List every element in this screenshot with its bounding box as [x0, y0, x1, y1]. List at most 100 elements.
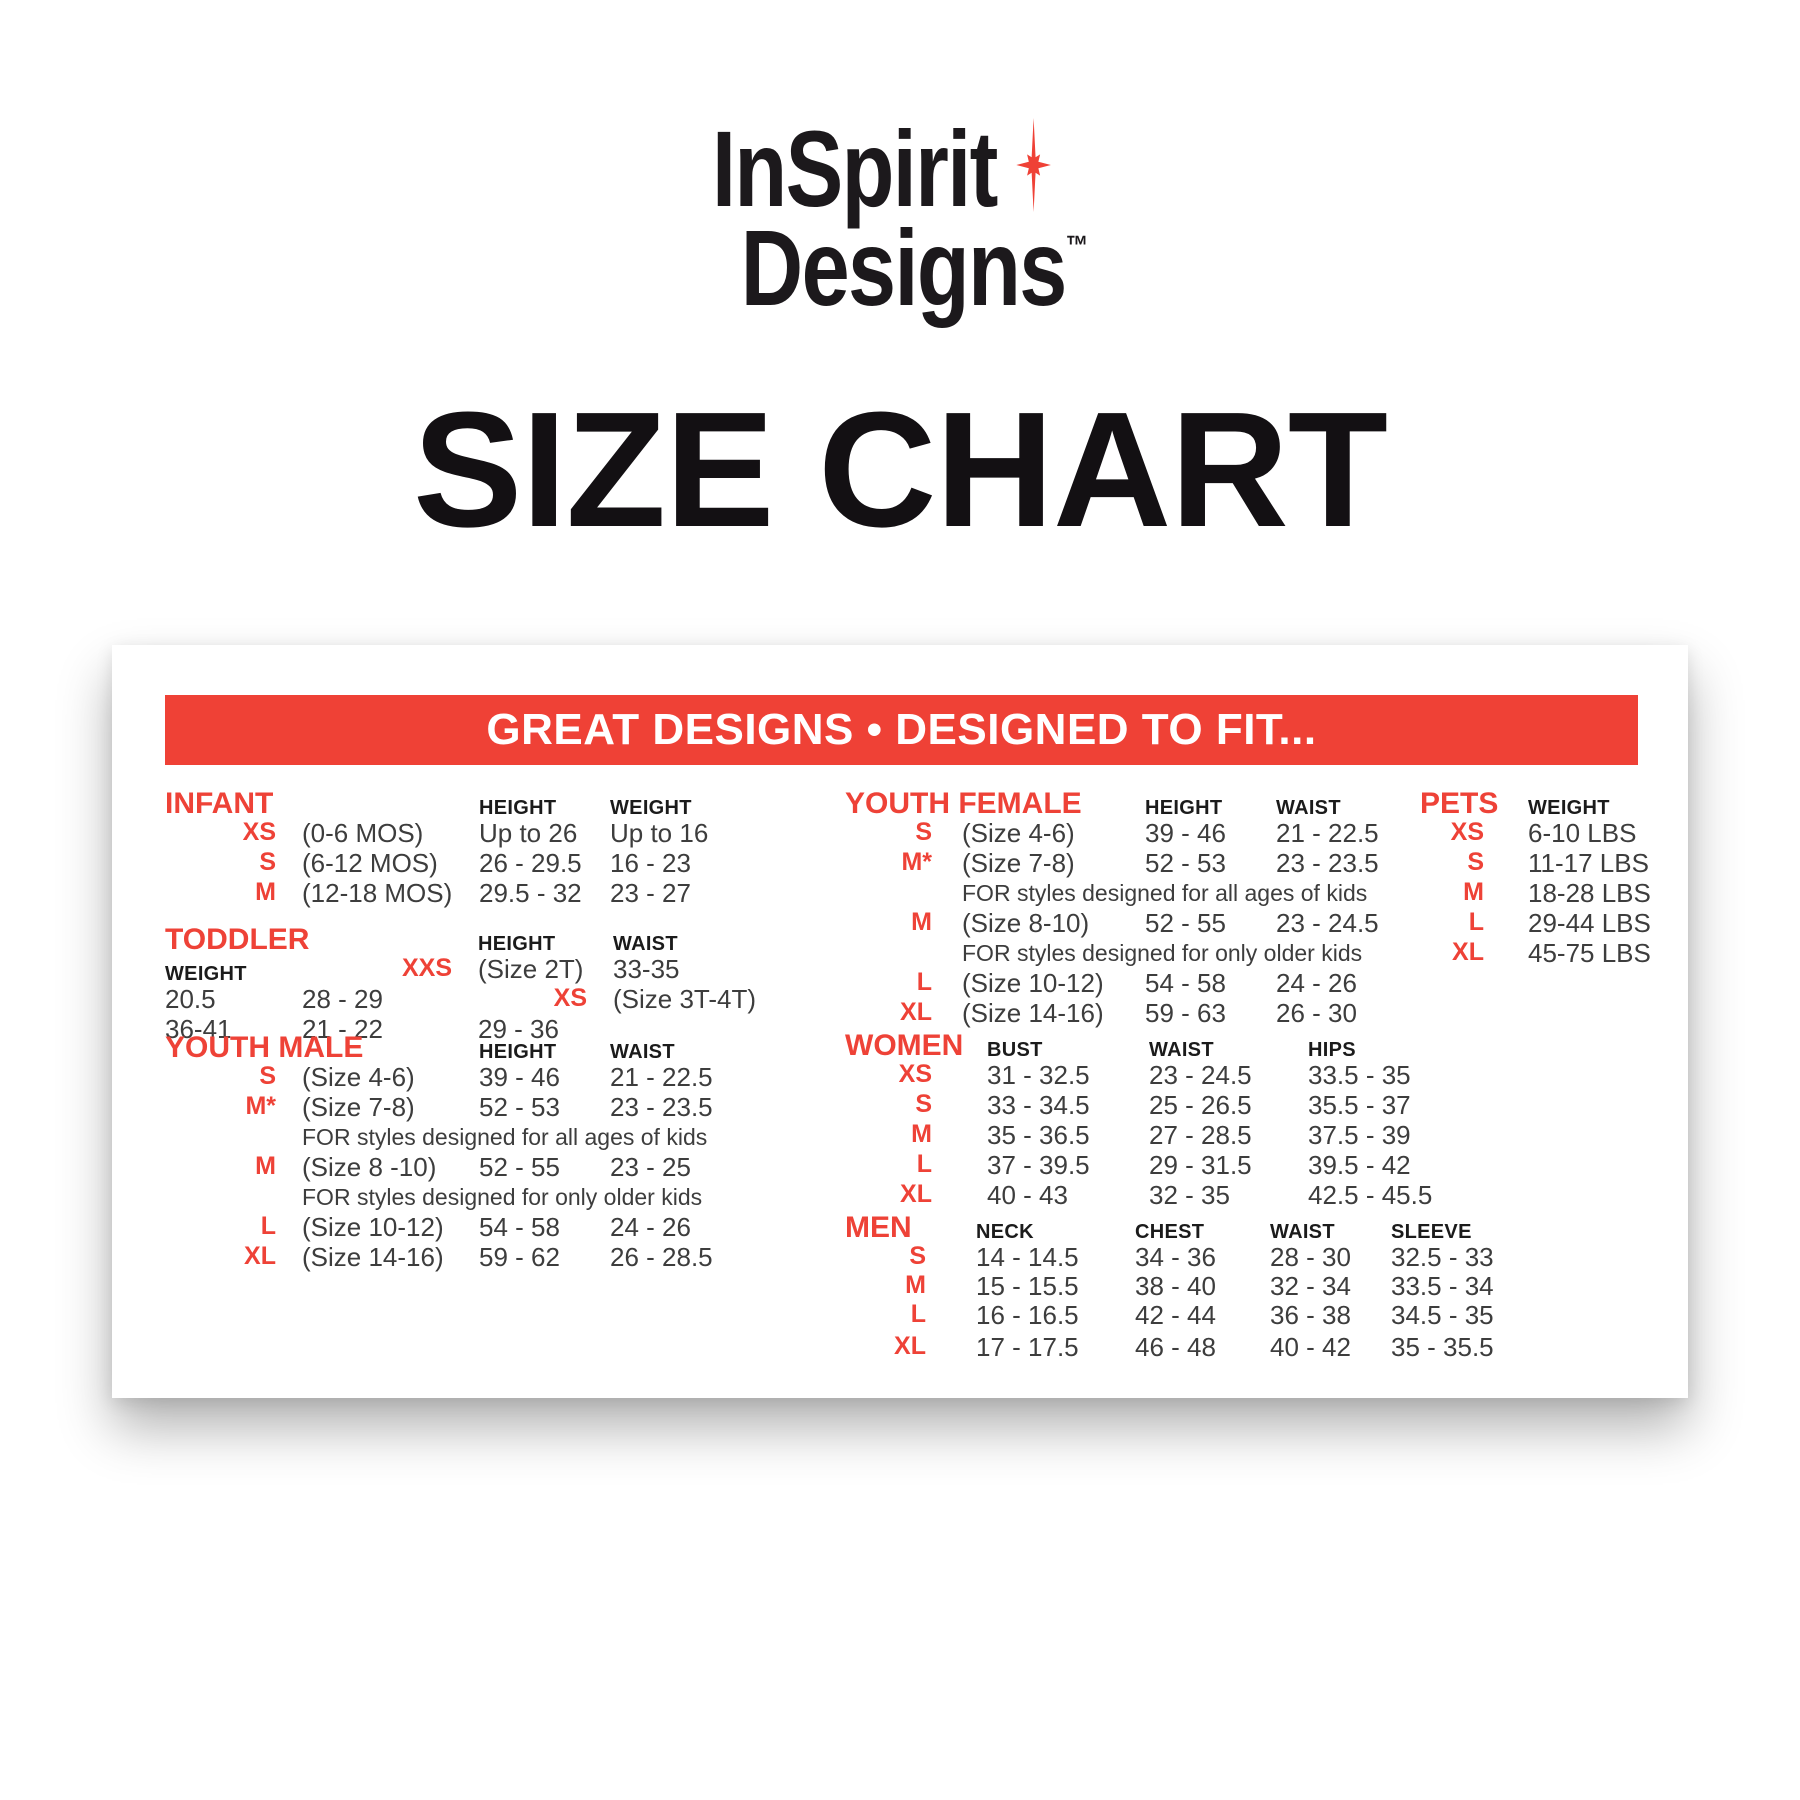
waist-value: 40 - 42 — [1270, 1332, 1351, 1362]
section-women: WOMEN BUST WAIST HIPS XS 31 - 32.5 23 - … — [845, 1027, 1468, 1211]
size-label: L — [916, 1150, 932, 1178]
column-header-height: HEIGHT — [479, 797, 557, 819]
sleeve-value: 34.5 - 35 — [1391, 1300, 1494, 1330]
banner: GREAT DESIGNS • DESIGNED TO FIT... — [165, 695, 1638, 765]
height-value: 52 - 55 — [1145, 908, 1226, 938]
size-range-label: (Size 7-8) — [962, 848, 1075, 878]
waist-value: 25 - 26.5 — [1149, 1090, 1252, 1120]
size-label: L — [260, 1212, 276, 1240]
chest-value: 38 - 40 — [1135, 1271, 1216, 1301]
section-title-men: MEN — [845, 1211, 912, 1244]
size-label: XS — [898, 1060, 932, 1088]
size-range-label: (Size 14-16) — [962, 998, 1104, 1028]
height-value: Up to 26 — [479, 818, 578, 848]
size-label: M — [255, 878, 276, 906]
height-value: 36-41 — [165, 1014, 232, 1044]
height-value: 54 - 58 — [479, 1212, 560, 1242]
hips-value: 37.5 - 39 — [1308, 1120, 1411, 1150]
waist-value: 36 - 38 — [1270, 1300, 1351, 1330]
column-header-waist: WAIST — [1276, 797, 1341, 819]
section-title-toddler: TODDLER — [165, 923, 310, 956]
size-label: XS — [242, 818, 276, 846]
size-label: XS — [1450, 818, 1484, 846]
section-youth-male: YOUTH MALE HEIGHT WAIST S (Size 4-6) 39 … — [165, 1029, 741, 1273]
waist-value: 23 - 23.5 — [1276, 848, 1379, 878]
section-title-youth-male: YOUTH MALE — [165, 1031, 364, 1064]
height-value: 52 - 53 — [479, 1092, 560, 1122]
size-range-label: (12-18 MOS) — [302, 878, 453, 908]
size-range-label: (Size 2T) — [478, 954, 584, 984]
waist-value: 23 - 24.5 — [1149, 1060, 1252, 1090]
size-label: L — [916, 968, 932, 996]
column-header-waist: WAIST — [1270, 1221, 1335, 1243]
size-label: XL — [244, 1242, 276, 1270]
size-label: XL — [900, 998, 932, 1026]
sleeve-value: 32.5 - 33 — [1391, 1242, 1494, 1272]
size-range-label: (Size 14-16) — [302, 1242, 444, 1272]
column-header-neck: NECK — [976, 1221, 1034, 1243]
section-infant: INFANT HEIGHT WEIGHT XS (0-6 MOS) Up to … — [165, 785, 741, 909]
hips-value: 33.5 - 35 — [1308, 1060, 1411, 1090]
chest-value: 42 - 44 — [1135, 1300, 1216, 1330]
size-range-label: (Size 10-12) — [962, 968, 1104, 998]
column-header-height: HEIGHT — [479, 1041, 557, 1063]
section-youth-female: YOUTH FEMALE HEIGHT WAIST S (Size 4-6) 3… — [845, 785, 1407, 1029]
sparkle-star-icon — [1016, 118, 1051, 212]
weight-value: 6-10 LBS — [1528, 818, 1637, 848]
waist-value: 24 - 26 — [1276, 968, 1357, 998]
fit-note: FOR styles designed for only older kids — [302, 1184, 703, 1210]
column-header-hips: HIPS — [1308, 1039, 1356, 1061]
size-range-label: (Size 8 -10) — [302, 1152, 437, 1182]
bust-value: 40 - 43 — [987, 1180, 1068, 1210]
height-value: 52 - 55 — [479, 1152, 560, 1182]
column-header-waist: WAIST — [613, 933, 678, 955]
trademark-symbol: ™ — [1065, 230, 1089, 262]
weight-value: 23 - 27 — [610, 878, 691, 908]
waist-value: 21 - 22.5 — [1276, 818, 1379, 848]
waist-value: 21 - 22 — [302, 1014, 383, 1044]
neck-value: 17 - 17.5 — [976, 1332, 1079, 1362]
bust-value: 37 - 39.5 — [987, 1150, 1090, 1180]
column-header-weight: WEIGHT — [610, 797, 692, 819]
column-header-height: HEIGHT — [478, 933, 556, 955]
waist-value: 23 - 23.5 — [610, 1092, 713, 1122]
height-value: 59 - 62 — [479, 1242, 560, 1272]
size-range-label: (Size 10-12) — [302, 1212, 444, 1242]
size-range-label: (Size 7-8) — [302, 1092, 415, 1122]
column-header-waist: WAIST — [1149, 1039, 1214, 1061]
waist-value: 24 - 26 — [610, 1212, 691, 1242]
sleeve-value: 33.5 - 34 — [1391, 1271, 1494, 1301]
size-label: M* — [245, 1092, 276, 1120]
column-header-sleeve: SLEEVE — [1391, 1221, 1472, 1243]
section-pets: PETS WEIGHT XS 6-10 LBS S 11-17 LBS M 18… — [1420, 785, 1698, 969]
waist-value: 26 - 30 — [1276, 998, 1357, 1028]
size-chart-card: GREAT DESIGNS • DESIGNED TO FIT... INFAN… — [112, 645, 1688, 1398]
sleeve-value: 35 - 35.5 — [1391, 1332, 1494, 1362]
size-range-label: (6-12 MOS) — [302, 848, 438, 878]
height-value: 33-35 — [613, 954, 680, 984]
height-value: 52 - 53 — [1145, 848, 1226, 878]
size-label: L — [910, 1300, 926, 1328]
section-title-pets: PETS — [1420, 787, 1499, 820]
height-value: 39 - 46 — [1145, 818, 1226, 848]
fit-note: FOR styles designed for only older kids — [962, 940, 1363, 966]
page-title: SIZE CHART — [413, 378, 1388, 561]
bust-value: 31 - 32.5 — [987, 1060, 1090, 1090]
size-label: XL — [894, 1332, 926, 1360]
weight-value: 16 - 23 — [610, 848, 691, 878]
size-label: S — [909, 1242, 926, 1270]
bust-value: 33 - 34.5 — [987, 1090, 1090, 1120]
brand-logo-line2: Designs™ — [741, 214, 1089, 322]
size-label: M — [905, 1271, 926, 1299]
column-header-weight: WEIGHT — [1528, 797, 1610, 819]
hips-value: 35.5 - 37 — [1308, 1090, 1411, 1120]
column-header-waist: WAIST — [610, 1041, 675, 1063]
size-label: S — [1467, 848, 1484, 876]
height-value: 59 - 63 — [1145, 998, 1226, 1028]
size-range-label: (Size 3T-4T) — [613, 984, 757, 1014]
waist-value: 28 - 30 — [1270, 1242, 1351, 1272]
waist-value: 20.5 — [165, 984, 216, 1014]
fit-note: FOR styles designed for all ages of kids — [962, 880, 1368, 906]
neck-value: 15 - 15.5 — [976, 1271, 1079, 1301]
size-range-label: (Size 8-10) — [962, 908, 1090, 938]
